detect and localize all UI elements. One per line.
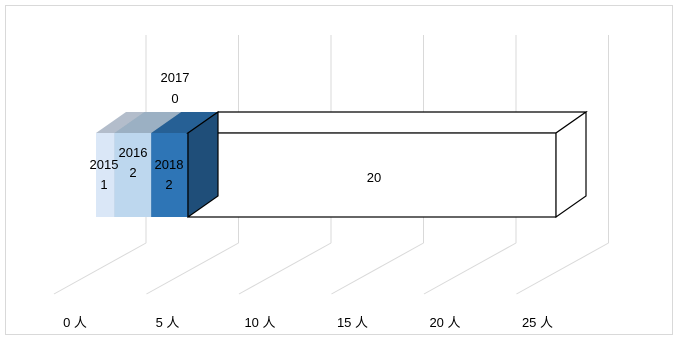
bar-top-face: [114, 112, 182, 133]
bar-segments: [96, 110, 588, 219]
gridline-floor: [238, 242, 332, 295]
x-tick-label: 5 人: [156, 315, 180, 330]
x-tick-label: 10 人: [244, 315, 275, 330]
data-label-series: 2018: [155, 157, 184, 172]
bar-segment: [114, 133, 152, 217]
data-label-series: 2017: [161, 70, 190, 85]
data-label-value: 1: [100, 177, 107, 192]
gridline-floor: [53, 242, 147, 295]
data-label-series: 2015: [90, 157, 119, 172]
bar-top-face: [151, 112, 218, 133]
bar-side-face: [555, 110, 587, 219]
x-tick-label: 25 人: [522, 315, 553, 330]
bar-left-face: [187, 110, 219, 219]
bar-segment: [96, 133, 115, 217]
bar-top-face: [96, 112, 145, 133]
x-tick-label: 0 人: [63, 315, 87, 330]
bar-segment: [151, 133, 188, 217]
data-label-value: 0: [171, 91, 178, 106]
data-label-value: 2: [129, 165, 136, 180]
data-label-value: 2: [165, 177, 172, 192]
x-tick-label: 15 人: [337, 315, 368, 330]
data-label-value: 20: [367, 170, 381, 185]
data-labels: 2015 1 2016 2 2017 0 2018 2 20: [90, 70, 382, 192]
data-label-series: 2016: [119, 145, 148, 160]
gridline-floor: [516, 242, 609, 295]
gridline-floor: [331, 242, 424, 295]
gridline-floor: [146, 242, 239, 295]
x-tick-label: 20 人: [429, 315, 460, 330]
bar-top-face: [186, 111, 588, 134]
gridline-floor: [423, 242, 517, 295]
x-axis-ticks: 0 人 5 人 10 人 15 人 20 人 25 人: [63, 315, 553, 330]
